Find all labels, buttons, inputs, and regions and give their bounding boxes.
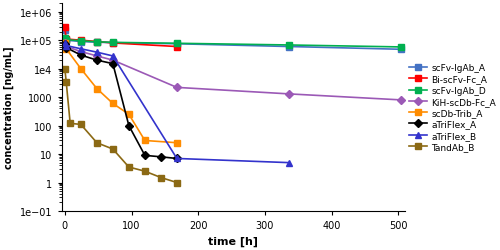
aTriFlex_A: [110, 63, 116, 66]
scDb-Trib_A: [63, 48, 69, 51]
TandAb_B: [158, 176, 164, 179]
Bi-scFv-Fc_A: [62, 27, 68, 30]
Line: KiH-scDb-Fc_A: KiH-scDb-Fc_A: [62, 41, 404, 103]
Bi-scFv-Fc_A: [110, 42, 116, 45]
Bi-scFv-Fc_A: [94, 41, 100, 44]
TandAb_B: [110, 148, 116, 151]
TandAb_B: [62, 68, 68, 71]
scFv-IgAb_D: [63, 39, 69, 42]
scDb-Trib_A: [174, 142, 180, 145]
aTriFlex_B: [78, 48, 84, 51]
scDb-Trib_A: [94, 88, 100, 91]
aTriFlex_A: [158, 156, 164, 159]
scFv-IgAb_A: [174, 43, 180, 46]
scFv-IgAb_A: [63, 40, 69, 42]
aTriFlex_A: [63, 47, 69, 50]
aTriFlex_B: [110, 55, 116, 58]
KiH-scDb-Fc_A: [78, 51, 84, 54]
scFv-IgAb_A: [78, 41, 84, 44]
scDb-Trib_A: [142, 140, 148, 142]
scFv-IgAb_D: [62, 37, 68, 40]
Bi-scFv-Fc_A: [78, 40, 84, 42]
TandAb_B: [174, 181, 180, 184]
aTriFlex_A: [94, 59, 100, 62]
scFv-IgAb_A: [398, 48, 404, 51]
aTriFlex_B: [94, 52, 100, 54]
KiH-scDb-Fc_A: [398, 99, 404, 102]
aTriFlex_A: [78, 54, 84, 57]
Line: aTriFlex_B: aTriFlex_B: [62, 40, 292, 166]
TandAb_B: [126, 166, 132, 169]
Y-axis label: concentration [ng/mL]: concentration [ng/mL]: [4, 46, 14, 169]
X-axis label: time [h]: time [h]: [208, 236, 258, 246]
aTriFlex_A: [174, 157, 180, 160]
KiH-scDb-Fc_A: [174, 86, 180, 90]
TandAb_B: [94, 142, 100, 145]
aTriFlex_B: [174, 157, 180, 160]
scDb-Trib_A: [126, 113, 132, 116]
Line: aTriFlex_A: aTriFlex_A: [62, 42, 180, 162]
Bi-scFv-Fc_A: [174, 46, 180, 49]
scFv-IgAb_D: [94, 41, 100, 44]
KiH-scDb-Fc_A: [110, 59, 116, 62]
aTriFlex_A: [142, 154, 148, 157]
KiH-scDb-Fc_A: [286, 93, 292, 96]
Line: TandAb_B: TandAb_B: [62, 66, 180, 186]
Line: Bi-scFv-Fc_A: Bi-scFv-Fc_A: [62, 26, 180, 50]
KiH-scDb-Fc_A: [94, 55, 100, 58]
Line: scFv-IgAb_D: scFv-IgAb_D: [62, 36, 404, 51]
aTriFlex_B: [286, 162, 292, 164]
aTriFlex_A: [126, 124, 132, 128]
TandAb_B: [63, 81, 69, 84]
TandAb_B: [67, 122, 73, 125]
scFv-IgAb_A: [94, 42, 100, 44]
Legend: scFv-IgAb_A, Bi-scFv-Fc_A, scFv-IgAb_D, KiH-scDb-Fc_A, scDb-Trib_A, aTriFlex_A, : scFv-IgAb_A, Bi-scFv-Fc_A, scFv-IgAb_D, …: [410, 64, 496, 151]
scFv-IgAb_A: [110, 42, 116, 45]
aTriFlex_B: [62, 42, 68, 45]
scDb-Trib_A: [62, 42, 68, 45]
TandAb_B: [78, 124, 84, 126]
scFv-IgAb_D: [78, 40, 84, 43]
Bi-scFv-Fc_A: [63, 38, 69, 41]
scFv-IgAb_D: [110, 42, 116, 45]
Line: scDb-Trib_A: scDb-Trib_A: [62, 41, 180, 146]
KiH-scDb-Fc_A: [63, 46, 69, 49]
scFv-IgAb_A: [62, 30, 68, 33]
scDb-Trib_A: [110, 102, 116, 106]
aTriFlex_A: [62, 43, 68, 46]
scFv-IgAb_D: [398, 46, 404, 49]
scFv-IgAb_D: [286, 44, 292, 47]
KiH-scDb-Fc_A: [62, 42, 68, 45]
Line: scFv-IgAb_A: scFv-IgAb_A: [62, 28, 404, 53]
aTriFlex_B: [63, 45, 69, 48]
scFv-IgAb_D: [174, 42, 180, 45]
TandAb_B: [142, 170, 148, 173]
scDb-Trib_A: [78, 68, 84, 71]
scFv-IgAb_A: [286, 46, 292, 49]
